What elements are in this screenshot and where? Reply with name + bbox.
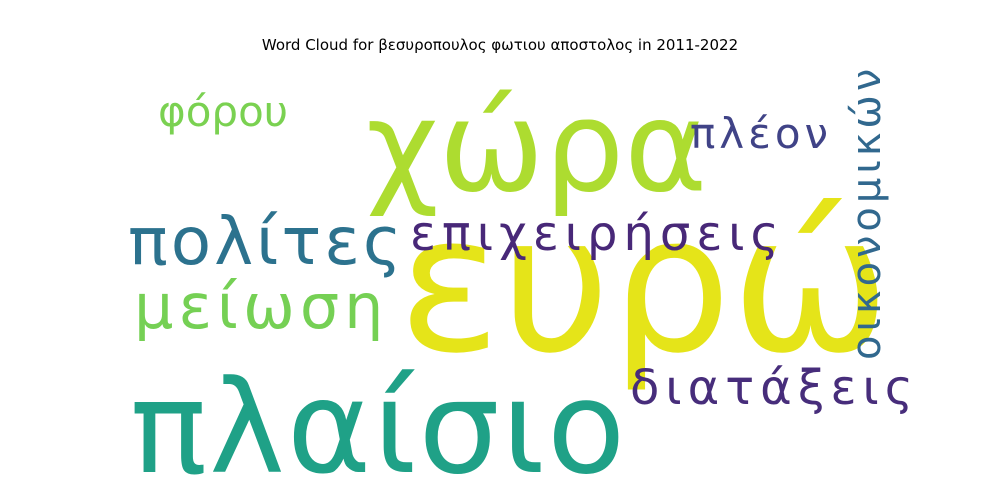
word-4: πολίτες [128, 203, 405, 280]
word-7: διατάξεις [630, 360, 919, 416]
word-10: φόρου [158, 87, 288, 136]
word-1: ευρώ [398, 174, 890, 395]
word-8: οικονομικών [844, 65, 890, 360]
word-2: πλαίσιο [130, 354, 627, 500]
word-9: πλέον [690, 109, 832, 158]
chart-title: Word Cloud for βεσυροπουλος φωτιου αποστ… [261, 36, 739, 54]
word-3: χώρα [366, 73, 707, 220]
word-5: μείωση [134, 270, 388, 343]
word-6: επιχειρήσεις [410, 206, 785, 262]
